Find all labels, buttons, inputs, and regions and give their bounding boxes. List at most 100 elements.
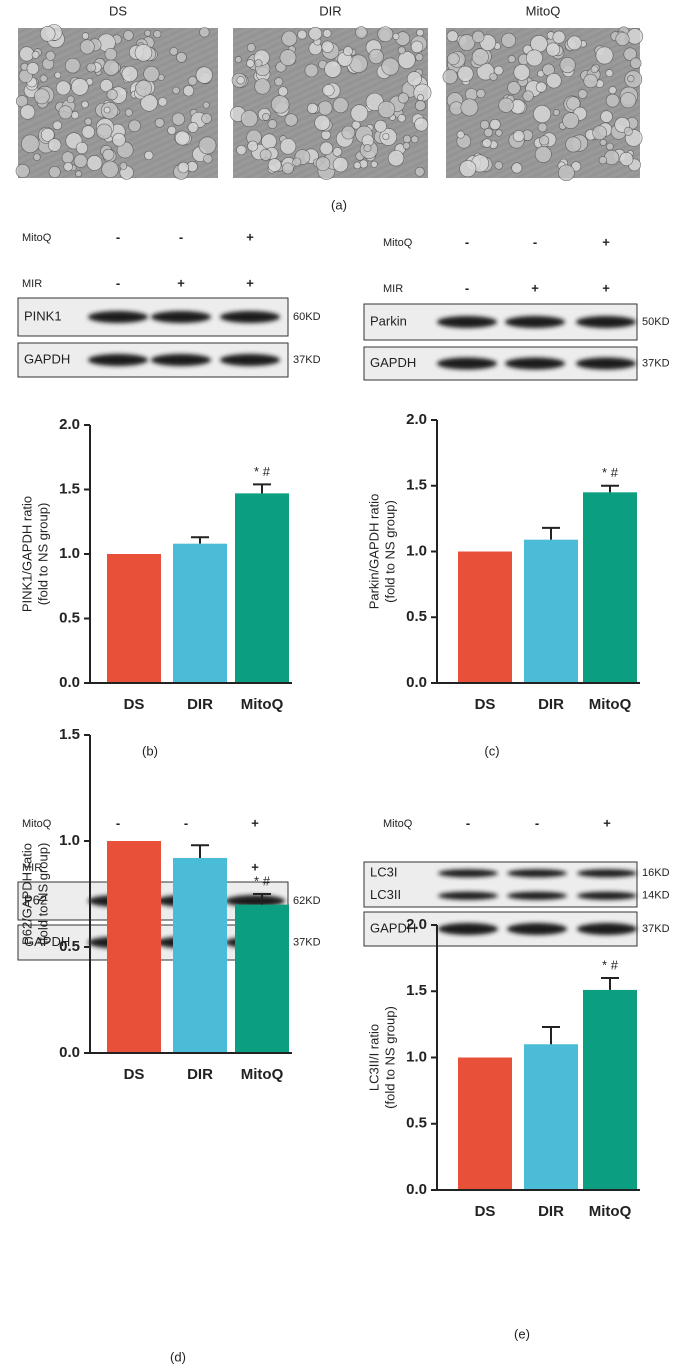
- mitochondrion: [176, 51, 187, 63]
- band: [437, 316, 497, 328]
- treatment-sign: -: [465, 234, 469, 249]
- mitochondrion: [315, 156, 331, 172]
- band-label: GAPDH: [370, 920, 416, 935]
- mitochondrion: [512, 130, 525, 142]
- y-axis-label: P62/GAPDH ratio: [19, 843, 34, 945]
- band: [576, 357, 636, 370]
- x-tick-label: DIR: [538, 1203, 564, 1220]
- y-axis-label: Parkin/GAPDH ratio: [366, 494, 381, 610]
- x-tick-label: MitoQ: [589, 696, 632, 713]
- band: [220, 311, 280, 323]
- band-label: GAPDH: [24, 351, 70, 366]
- mitochondrion: [567, 35, 582, 51]
- row-label: MitoQ: [22, 818, 52, 830]
- mitochondrion: [537, 122, 548, 133]
- mitochondrion: [526, 49, 543, 67]
- mitochondrion: [259, 149, 272, 161]
- row-label: MitoQ: [383, 818, 413, 830]
- mitochondrion: [187, 76, 198, 86]
- treatment-sign: -: [179, 229, 183, 244]
- mitochondrion: [368, 48, 384, 65]
- mitochondrion: [460, 98, 479, 117]
- bar: [583, 492, 637, 683]
- mitochondrion: [414, 166, 425, 177]
- y-tick-label: 1.0: [59, 545, 80, 562]
- mitochondrion: [600, 110, 613, 123]
- x-tick-label: MitoQ: [241, 1066, 284, 1083]
- mitochondrion: [154, 117, 165, 128]
- mitochondrion: [47, 138, 62, 152]
- mitochondrion: [102, 148, 115, 161]
- bar: [173, 857, 227, 1053]
- mitochondrion: [415, 53, 424, 62]
- mitochondrion: [539, 135, 550, 146]
- mitochondrion: [81, 125, 95, 139]
- mitochondrion: [297, 29, 307, 40]
- bar: [107, 841, 161, 1053]
- mitochondrion: [459, 160, 477, 178]
- error-bar: [601, 484, 619, 493]
- y-tick-label: 2.0: [406, 411, 427, 428]
- panel-label: (e): [514, 1326, 530, 1341]
- mitochondrion: [172, 86, 180, 95]
- error-bar: [601, 977, 619, 990]
- treatment-sign: -: [465, 280, 469, 295]
- row-label: MitoQ: [22, 232, 52, 244]
- mitochondrion: [236, 76, 245, 85]
- y-tick-label: 1.0: [59, 832, 80, 849]
- significance: * #: [602, 465, 619, 480]
- mitochondrion: [202, 101, 210, 109]
- mitochondrion: [446, 30, 459, 43]
- band: [88, 354, 148, 366]
- mitochondrion: [281, 162, 294, 175]
- bar: [524, 1044, 578, 1190]
- mitochondrion: [599, 138, 607, 147]
- mitochondrion: [626, 28, 644, 45]
- mitochondrion: [565, 136, 582, 153]
- mitochondrion: [533, 104, 552, 124]
- mitochondrion: [15, 163, 30, 178]
- band: [505, 316, 565, 328]
- mitochondrion: [96, 123, 113, 140]
- mitochondrion: [483, 128, 493, 138]
- mitochondrion: [279, 138, 297, 155]
- mitochondrion: [350, 104, 369, 123]
- bar: [583, 989, 637, 1190]
- mitochondrion: [511, 162, 523, 174]
- mitochondrion: [106, 89, 118, 101]
- mitochondrion: [458, 34, 476, 51]
- mitochondrion: [271, 95, 290, 114]
- mitochondrion: [321, 40, 334, 53]
- blot-box: [363, 861, 638, 908]
- treatment-sign: -: [116, 815, 120, 830]
- mitochondrion: [134, 44, 153, 62]
- mitochondrion: [606, 142, 614, 151]
- bar: [235, 904, 289, 1053]
- mitochondrion: [374, 119, 387, 133]
- band: [577, 891, 637, 900]
- mitochondrion: [103, 106, 111, 114]
- mitochondrion: [406, 71, 422, 87]
- treatment-sign: +: [251, 815, 259, 830]
- mitochondrion: [387, 150, 405, 167]
- y-tick-label: 1.0: [406, 1048, 427, 1065]
- band-label: GAPDH: [370, 355, 416, 370]
- mitochondrion: [182, 85, 195, 97]
- mitochondrion: [494, 161, 504, 170]
- band: [577, 923, 637, 935]
- y-tick-label: 0.0: [59, 674, 80, 691]
- treatment-sign: -: [533, 234, 537, 249]
- treatment-sign: -: [535, 815, 539, 830]
- mitochondrion: [381, 57, 400, 76]
- mitochondrion: [377, 100, 396, 119]
- band: [507, 869, 567, 878]
- mitochondrion: [562, 112, 579, 129]
- x-tick-label: DS: [124, 696, 145, 713]
- image-title: DS: [109, 3, 127, 18]
- y-axis-label: LC3II/I ratio: [366, 1024, 381, 1091]
- mitochondrion: [15, 95, 29, 108]
- mitochondrion: [304, 63, 319, 78]
- mitochondrion: [619, 152, 634, 166]
- mitochondrion: [261, 133, 277, 150]
